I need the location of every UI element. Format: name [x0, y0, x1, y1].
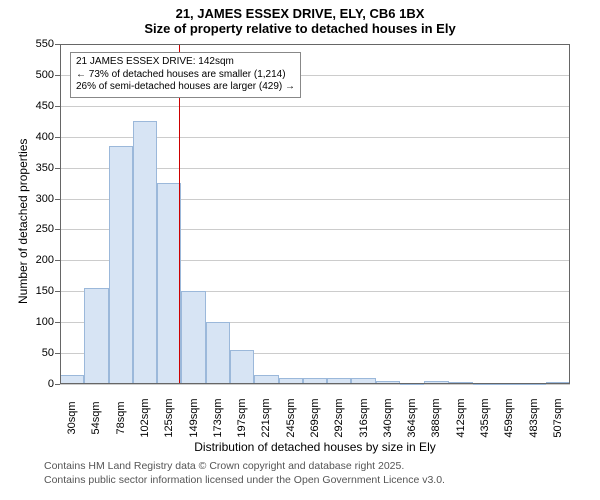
title-block: 21, JAMES ESSEX DRIVE, ELY, CB6 1BX Size…	[0, 6, 600, 36]
xtick-label: 173sqm	[212, 398, 224, 437]
annotation-line-2: ← 73% of detached houses are smaller (1,…	[76, 69, 295, 82]
histogram-bar	[157, 183, 181, 384]
annotation-line-1: 21 JAMES ESSEX DRIVE: 142sqm	[76, 56, 295, 69]
ytick-label: 550	[20, 38, 54, 50]
ytick-mark	[55, 229, 60, 230]
xtick-label: 197sqm	[236, 398, 248, 437]
xtick-label: 483sqm	[528, 398, 540, 437]
histogram-bar	[400, 383, 424, 385]
histogram-bar	[279, 378, 303, 384]
xtick-label: 269sqm	[309, 398, 321, 437]
xtick-label: 30sqm	[66, 401, 78, 434]
histogram-bar	[546, 382, 570, 384]
xtick-label: 221sqm	[260, 398, 272, 437]
ytick-mark	[55, 384, 60, 385]
xtick-label: 340sqm	[382, 398, 394, 437]
histogram-bar	[376, 381, 400, 384]
gridline-horizontal	[60, 106, 570, 107]
ytick-label: 400	[20, 131, 54, 143]
histogram-bar	[351, 378, 375, 384]
attribution-line-1: Contains HM Land Registry data © Crown c…	[44, 460, 445, 474]
histogram-bar	[521, 383, 545, 385]
histogram-bar	[230, 350, 254, 384]
gridline-horizontal	[60, 44, 570, 45]
ytick-label: 200	[20, 254, 54, 266]
histogram-bar	[206, 322, 230, 384]
ytick-mark	[55, 106, 60, 107]
chart-container: 21, JAMES ESSEX DRIVE, ELY, CB6 1BX Size…	[0, 0, 600, 500]
histogram-bar	[181, 291, 205, 384]
xtick-label: 54sqm	[90, 401, 102, 434]
chart-title-main: 21, JAMES ESSEX DRIVE, ELY, CB6 1BX	[0, 6, 600, 21]
histogram-bar	[424, 381, 448, 384]
xtick-label: 435sqm	[479, 398, 491, 437]
xtick-label: 316sqm	[358, 398, 370, 437]
histogram-bar	[497, 383, 521, 385]
xtick-label: 78sqm	[115, 401, 127, 434]
ytick-label: 450	[20, 100, 54, 112]
xtick-label: 149sqm	[188, 398, 200, 437]
annotation-line-3: 26% of semi-detached houses are larger (…	[76, 81, 295, 94]
histogram-bar	[133, 121, 157, 384]
ytick-mark	[55, 75, 60, 76]
xtick-label: 459sqm	[503, 398, 515, 437]
ytick-mark	[55, 260, 60, 261]
ytick-label: 150	[20, 285, 54, 297]
attribution-block: Contains HM Land Registry data © Crown c…	[44, 460, 445, 487]
ytick-label: 300	[20, 193, 54, 205]
xtick-label: 102sqm	[139, 398, 151, 437]
histogram-bar	[473, 383, 497, 385]
ytick-mark	[55, 44, 60, 45]
ytick-mark	[55, 137, 60, 138]
ytick-label: 50	[20, 347, 54, 359]
chart-title-sub: Size of property relative to detached ho…	[0, 21, 600, 36]
xtick-label: 364sqm	[406, 398, 418, 437]
histogram-bar	[60, 375, 84, 384]
histogram-bar	[84, 288, 108, 384]
histogram-bar	[303, 378, 327, 384]
histogram-bar	[327, 378, 351, 384]
xtick-label: 292sqm	[333, 398, 345, 437]
attribution-line-2: Contains public sector information licen…	[44, 474, 445, 488]
histogram-bar	[109, 146, 133, 384]
x-axis-label: Distribution of detached houses by size …	[60, 440, 570, 454]
annotation-box: 21 JAMES ESSEX DRIVE: 142sqm← 73% of det…	[70, 52, 301, 98]
xtick-label: 412sqm	[455, 398, 467, 437]
ytick-mark	[55, 353, 60, 354]
ytick-mark	[55, 322, 60, 323]
xtick-label: 245sqm	[285, 398, 297, 437]
ytick-mark	[55, 168, 60, 169]
ytick-mark	[55, 291, 60, 292]
histogram-bar	[254, 375, 278, 384]
xtick-label: 125sqm	[163, 398, 175, 437]
ytick-mark	[55, 199, 60, 200]
xtick-label: 388sqm	[430, 398, 442, 437]
ytick-label: 0	[20, 378, 54, 390]
xtick-label: 507sqm	[552, 398, 564, 437]
ytick-label: 100	[20, 316, 54, 328]
histogram-bar	[449, 382, 473, 384]
ytick-label: 500	[20, 69, 54, 81]
ytick-label: 250	[20, 223, 54, 235]
ytick-label: 350	[20, 162, 54, 174]
